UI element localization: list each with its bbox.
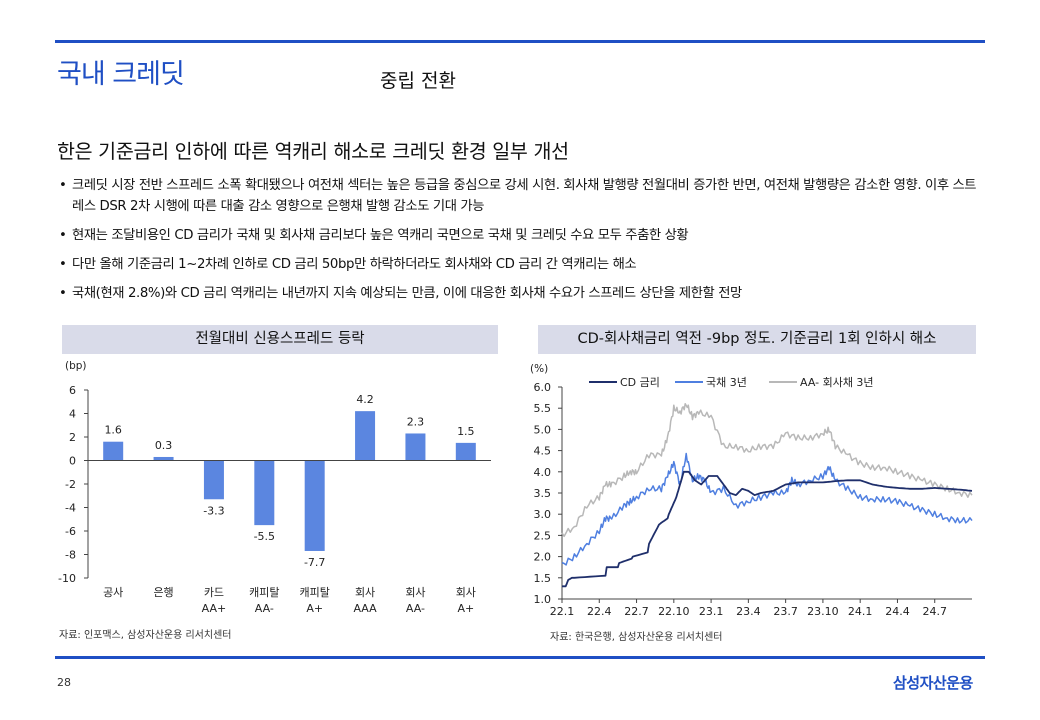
x-tick-label: 23.7: [773, 605, 798, 618]
x-category-label: AAA: [353, 602, 377, 615]
x-category-label: A+: [306, 602, 323, 615]
x-category-label: A+: [457, 602, 474, 615]
bar-value-label: 4.2: [356, 393, 374, 406]
y-tick-label: 5.0: [534, 423, 552, 436]
bar-value-label: -3.3: [203, 504, 224, 517]
y-tick-label: 4.0: [534, 466, 552, 479]
x-tick-label: 22.1: [550, 605, 575, 618]
legend-label: CD 금리: [620, 376, 660, 389]
bar-value-label: 2.3: [407, 415, 425, 428]
x-category-label: 공사: [103, 586, 123, 599]
x-tick-label: 22.7: [624, 605, 649, 618]
bar-value-label: 0.3: [155, 439, 173, 452]
bullet-item: 다만 올해 기준금리 1~2차례 인하로 CD 금리 50bp만 하락하더라도 …: [57, 255, 987, 276]
x-category-label: AA-: [406, 602, 425, 615]
x-tick-label: 22.4: [587, 605, 612, 618]
series-line: [561, 470, 973, 588]
bar-value-label: 1.5: [457, 425, 475, 438]
x-category-label: 은행: [153, 586, 173, 599]
y-tick-label: 6.0: [534, 381, 552, 394]
bar: [254, 460, 275, 526]
y-tick-label: 6: [69, 384, 76, 397]
x-tick-label: 24.7: [922, 605, 947, 618]
right-chart-title: CD-회사채금리 역전 -9bp 정도. 기준금리 1회 인하시 해소: [538, 325, 976, 354]
y-tick-label: -10: [58, 572, 76, 585]
bar: [355, 411, 376, 461]
x-tick-label: 24.1: [848, 605, 873, 618]
series-line: [561, 452, 973, 566]
y-tick-label: 1.5: [534, 572, 552, 585]
bar: [304, 460, 325, 551]
y-tick-label: -4: [65, 502, 76, 515]
y-tick-label: 0: [69, 455, 76, 468]
y-tick-label: 5.5: [534, 402, 552, 415]
brand-logo: 삼성자산운용: [893, 674, 973, 692]
x-tick-label: 24.4: [885, 605, 910, 618]
x-category-label: 회사: [405, 586, 425, 599]
x-category-label: AA+: [202, 602, 227, 615]
bullet-item: 현재는 조달비용인 CD 금리가 국채 및 회사채 금리보다 높은 역캐리 국면…: [57, 226, 987, 247]
y-tick-label: -6: [65, 525, 76, 538]
page-title: 국내 크레딧: [57, 59, 185, 90]
bar-chart: (bp) -10 -8 -6 -4 -2 0 2 4 6 1.6 공사 0.3 은행 -3.3 카드 AA+ -5…: [58, 360, 491, 615]
bar-value-label: -5.5: [254, 530, 275, 543]
bottom-rule: [55, 656, 985, 659]
bullet-list: 크레딧 시장 전반 스프레드 소폭 확대됐으나 여전채 섹터는 높은 등급을 중…: [57, 176, 987, 313]
y-tick-label: -8: [65, 549, 76, 562]
bar-value-label: 1.6: [104, 424, 122, 437]
page-number: 28: [57, 676, 71, 689]
page-subtitle: 중립 전환: [380, 70, 456, 92]
y-axis-unit: (bp): [65, 360, 87, 372]
bar: [103, 441, 124, 461]
y-axis-unit: (%): [530, 363, 548, 375]
x-tick-label: 23.4: [736, 605, 761, 618]
bullet-item: 국채(현재 2.8%)와 CD 금리 역캐리는 내년까지 지속 예상되는 만큼,…: [57, 284, 987, 305]
y-tick-label: 1.0: [534, 593, 552, 606]
right-chart-source: 자료: 한국은행, 삼성자산운용 리서치센터: [550, 632, 723, 643]
y-tick-label: 3.0: [534, 508, 552, 521]
legend-label: AA- 회사채 3년: [800, 376, 874, 389]
bar: [203, 460, 224, 500]
x-category-label: 캐피탈: [300, 586, 330, 599]
x-category-label: 회사: [456, 586, 476, 599]
y-tick-label: 2: [69, 431, 76, 444]
x-category-label: 카드: [204, 586, 224, 599]
y-tick-label: 2.5: [534, 529, 552, 542]
x-category-label: AA-: [255, 602, 274, 615]
left-chart-source: 자료: 인포맥스, 삼성자산운용 리서치센터: [59, 630, 232, 641]
x-tick-label: 23.1: [699, 605, 724, 618]
bar: [405, 433, 426, 461]
headline: 한은 기준금리 인하에 따른 역캐리 해소로 크레딧 환경 일부 개선: [57, 140, 569, 163]
y-tick-label: 3.5: [534, 487, 552, 500]
bar-value-label: -7.7: [304, 556, 325, 569]
line-chart: (%) 1.0 1.5 2.0 2.5 3.0 3.5 4.0 4.5 5.0 5.5 6.0 22.1…: [530, 363, 973, 618]
x-category-label: 회사: [355, 586, 375, 599]
x-tick-label: 22.10: [658, 605, 690, 618]
x-tick-label: 23.10: [807, 605, 839, 618]
y-tick-label: 2.0: [534, 551, 552, 564]
bar: [455, 442, 476, 461]
y-tick-label: 4.5: [534, 445, 552, 458]
bar: [153, 456, 174, 461]
x-category-label: 캐피탈: [249, 586, 279, 599]
left-chart-title: 전월대비 신용스프레드 등락: [62, 325, 498, 354]
bullet-item: 크레딧 시장 전반 스프레드 소폭 확대됐으나 여전채 섹터는 높은 등급을 중…: [57, 176, 987, 217]
legend-label: 국채 3년: [706, 376, 747, 389]
y-tick-label: 4: [69, 408, 76, 421]
series-line: [561, 402, 973, 538]
y-tick-label: -2: [65, 478, 76, 491]
top-rule: [55, 40, 985, 43]
